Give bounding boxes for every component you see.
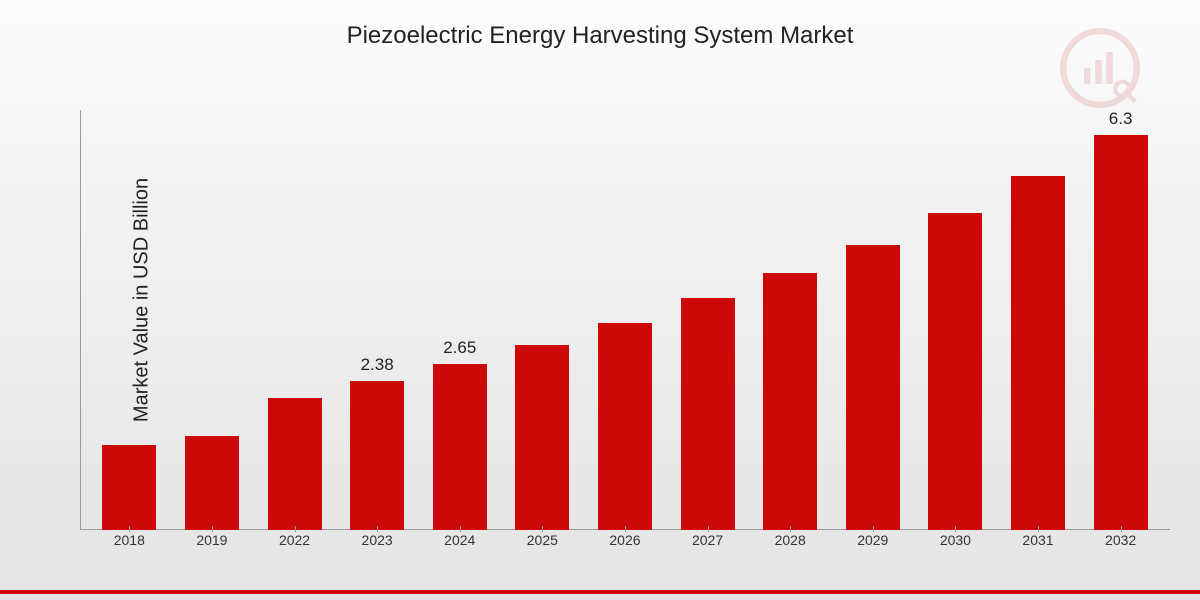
x-tick-label: 2031 <box>1011 532 1065 562</box>
bar-wrap <box>598 110 652 530</box>
bar-value-label: 6.3 <box>1109 109 1133 129</box>
chart-title: Piezoelectric Energy Harvesting System M… <box>0 22 1200 50</box>
bar-value-label: 2.38 <box>361 355 394 375</box>
bar: 2.65 <box>433 364 487 530</box>
bar <box>102 445 156 530</box>
bar-wrap <box>681 110 735 530</box>
bar-wrap <box>846 110 900 530</box>
bar-wrap <box>763 110 817 530</box>
x-tick-label: 2019 <box>185 532 239 562</box>
x-tick-label: 2032 <box>1094 532 1148 562</box>
plot-area: 2.38 2.65 6.3 <box>80 110 1170 530</box>
x-tick-label: 2018 <box>102 532 156 562</box>
bar <box>928 213 982 530</box>
bar-wrap <box>515 110 569 530</box>
bar <box>763 273 817 530</box>
x-tick-label: 2026 <box>598 532 652 562</box>
bar-wrap <box>268 110 322 530</box>
x-tick-label: 2024 <box>433 532 487 562</box>
bar: 6.3 <box>1094 135 1148 530</box>
bar <box>846 245 900 530</box>
bar-wrap <box>102 110 156 530</box>
x-tick-label: 2027 <box>681 532 735 562</box>
bar <box>268 398 322 530</box>
x-tick-label: 2025 <box>515 532 569 562</box>
bar-wrap <box>1011 110 1065 530</box>
bar-wrap <box>928 110 982 530</box>
bar: 2.38 <box>350 381 404 530</box>
bar <box>1011 176 1065 530</box>
bar-value-label: 2.65 <box>443 338 476 358</box>
x-tick-label: 2028 <box>763 532 817 562</box>
bars-container: 2.38 2.65 6.3 <box>80 110 1170 530</box>
bar-wrap: 2.65 <box>433 110 487 530</box>
x-tick-label: 2022 <box>268 532 322 562</box>
bar <box>681 298 735 530</box>
x-tick-label: 2029 <box>846 532 900 562</box>
bar-wrap: 6.3 <box>1094 110 1148 530</box>
bar-wrap: 2.38 <box>350 110 404 530</box>
x-tick-label: 2023 <box>350 532 404 562</box>
x-ticks-container: 2018 2019 2022 2023 2024 2025 2026 2027 2028 2029… <box>80 532 1170 562</box>
bar <box>515 345 569 530</box>
bar-wrap <box>185 110 239 530</box>
watermark-logo-icon <box>1060 28 1140 108</box>
bar <box>185 436 239 530</box>
x-tick-label: 2030 <box>928 532 982 562</box>
bar <box>598 323 652 530</box>
footer-accent-bar <box>0 590 1200 594</box>
